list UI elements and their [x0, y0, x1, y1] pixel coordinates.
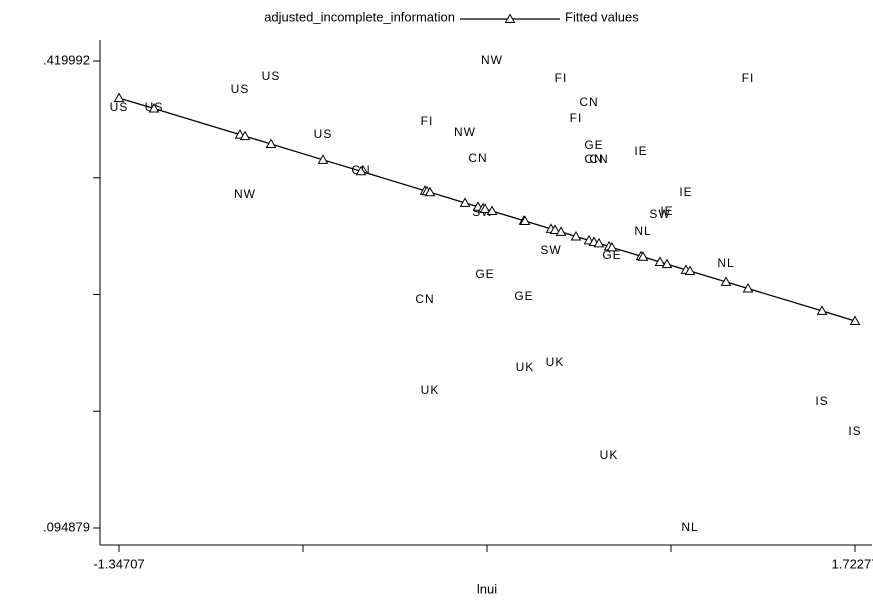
point-label: CN [468, 151, 487, 165]
point-label: FI [555, 71, 568, 85]
fitted-marker [148, 103, 160, 113]
y-tick-label: .094879 [43, 519, 90, 534]
point-label: FI [742, 71, 755, 85]
point-label: CN [579, 95, 598, 109]
point-label: CN [589, 152, 608, 166]
point-label: FI [421, 114, 434, 128]
fitted-marker [549, 224, 561, 235]
fitted-marker [113, 92, 125, 103]
fitted-marker [684, 265, 696, 275]
fitted-marker [479, 203, 491, 213]
fitted-marker [355, 165, 367, 176]
point-label: UK [546, 355, 565, 369]
fitted-marker [265, 138, 277, 149]
fitted-marker [720, 276, 732, 286]
legend-label: Fitted values [565, 9, 639, 24]
point-label: NW [234, 187, 256, 201]
fitted-marker [459, 197, 471, 207]
fitted-marker [661, 258, 673, 269]
point-label: IE [634, 144, 647, 158]
fitted-marker [486, 205, 498, 215]
point-label: NW [481, 53, 503, 67]
fitted-marker [637, 251, 649, 261]
point-label: GE [514, 289, 533, 303]
fitted-marker [239, 130, 251, 141]
fitted-marker [317, 154, 329, 164]
point-label: SW [540, 243, 561, 257]
legend-label: adjusted_incomplete_information [264, 9, 455, 24]
point-label: NL [634, 224, 651, 238]
fitted-marker [606, 241, 618, 252]
point-label: CN [584, 152, 603, 166]
fitted-marker [424, 186, 436, 197]
point-label: UK [600, 448, 619, 462]
point-label: IS [848, 424, 861, 438]
point-label: GE [475, 267, 494, 281]
point-label: IE [660, 204, 673, 218]
y-tick-label: .419992 [43, 52, 90, 67]
point-label: GE [584, 138, 603, 152]
fitted-marker [593, 237, 605, 248]
legend-key-marker [504, 13, 516, 23]
fitted-marker [654, 256, 666, 266]
x-tick-label: 1.72277 [832, 556, 873, 571]
point-label: US [262, 69, 281, 83]
point-label: IE [679, 185, 692, 199]
point-label: FI [570, 111, 583, 125]
point-label: GE [602, 248, 621, 262]
point-label: NL [717, 256, 734, 270]
fitted-marker [555, 226, 567, 236]
fitted-marker [849, 315, 861, 325]
fitted-marker [519, 215, 531, 226]
point-label: US [110, 100, 129, 114]
point-label: NW [454, 125, 476, 139]
point-label: US [231, 82, 250, 96]
fitted-marker [816, 305, 828, 315]
point-label: US [314, 127, 333, 141]
fitted-marker [742, 282, 754, 293]
point-label: SW [649, 207, 670, 221]
point-label: UK [421, 383, 440, 397]
x-axis-label: lnui [477, 581, 497, 596]
point-label: CN [415, 292, 434, 306]
point-label: IS [815, 394, 828, 408]
x-tick-label: -1.34707 [93, 556, 144, 571]
point-label: NL [681, 520, 698, 534]
fitted-marker [570, 230, 582, 241]
point-label: UK [516, 360, 535, 374]
